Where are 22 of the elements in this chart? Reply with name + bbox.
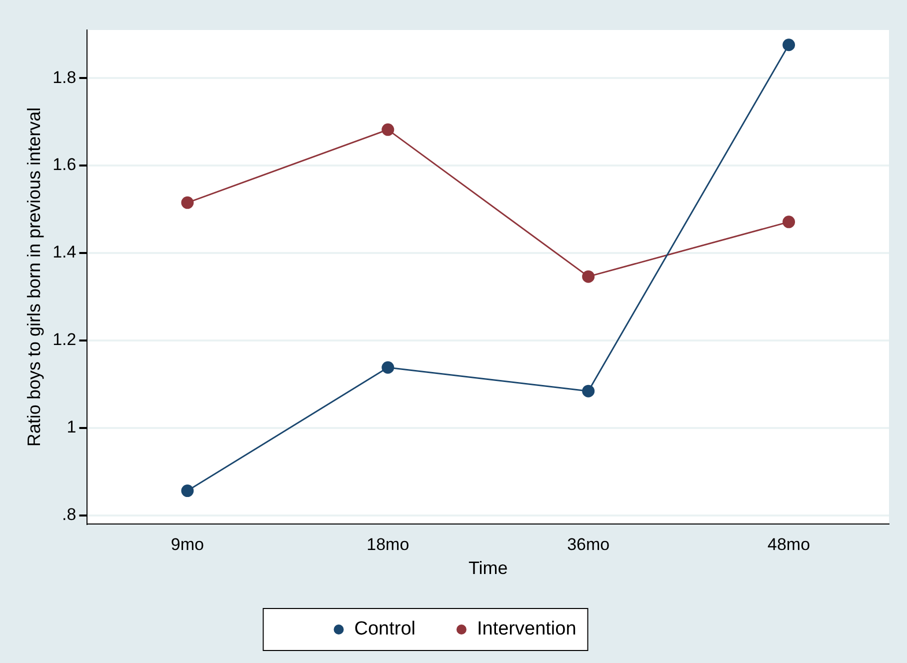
x-axis-title: Time — [468, 558, 508, 578]
point — [582, 270, 595, 283]
y-tick-label: 1.2 — [52, 330, 76, 350]
y-tick-label: 1 — [66, 418, 76, 437]
point — [782, 216, 796, 228]
x-tick-label: 36mo — [567, 534, 610, 554]
legend-label: Intervention — [476, 618, 576, 640]
y-axis-title: Ratio boys to girls born in previous interval — [24, 107, 44, 447]
y-tick-label: 1.4 — [52, 242, 76, 262]
y-tick-label: 1.6 — [52, 155, 76, 174]
point — [582, 384, 595, 398]
point — [382, 123, 394, 136]
y-tick-label: .8 — [62, 504, 76, 524]
point — [181, 196, 194, 209]
point — [181, 484, 194, 498]
point — [382, 361, 394, 374]
x-tick-label: 9mo — [170, 534, 204, 554]
legend-label: Control — [354, 618, 416, 640]
y-tick-label: 1.8 — [52, 68, 76, 87]
x-tick-label: 48mo — [768, 534, 810, 554]
point — [782, 38, 796, 52]
x-tick-label: 18mo — [366, 534, 410, 554]
